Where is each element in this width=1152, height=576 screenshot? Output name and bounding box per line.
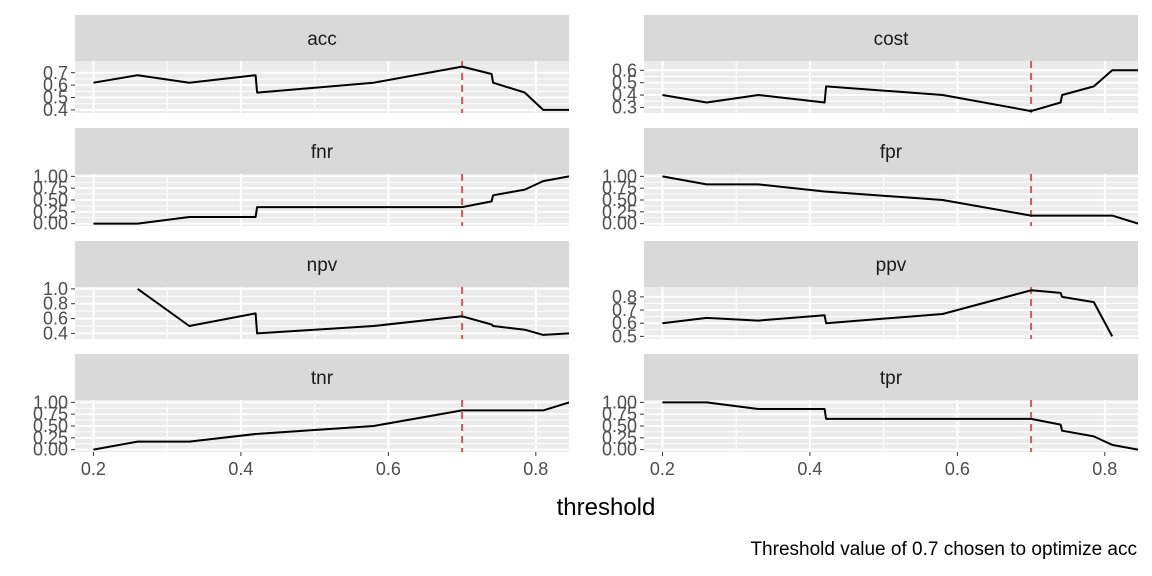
y-tick-label: 0.6 (43, 75, 68, 95)
y-tick-label: 0.3 (612, 97, 637, 117)
y-tick-label: 0.00 (602, 214, 637, 234)
y-tick-label: 0.50 (33, 190, 68, 210)
panel-background (644, 61, 1138, 113)
y-tick-label: 0.5 (612, 326, 637, 346)
series-line-tpr (662, 401, 1138, 451)
y-tick-label: 1.00 (602, 392, 637, 412)
y-tick-label: 0.00 (33, 214, 68, 234)
y-tick-label: 0.6 (612, 313, 637, 333)
y-tick-label: 0.25 (33, 202, 68, 222)
y-tick-label: 1.00 (33, 166, 68, 186)
facet-strip (75, 15, 569, 61)
chart-caption: Threshold value of 0.7 chosen to optimiz… (750, 539, 1137, 560)
series-line-fnr (93, 175, 569, 225)
y-tick-label: 0.75 (602, 404, 637, 424)
y-tick-label: 0.25 (33, 428, 68, 448)
x-axis-title: threshold (557, 494, 656, 521)
series-line-fpr (662, 175, 1138, 225)
y-tick-label: 0.7 (43, 63, 68, 83)
y-tick-label: 0.50 (602, 190, 637, 210)
series-line-ppv (662, 289, 1114, 337)
facet-ppv: ppv 0.50.60.70.8 (612, 241, 1138, 346)
y-tick-label: 0.4 (612, 85, 637, 105)
facet-tnr: tnr 0.000.250.500.751.00 0.2 0.4 0.6 0.8 (33, 354, 569, 479)
x-tick-label: 0.8 (523, 459, 548, 479)
series-line-tnr (93, 401, 569, 451)
facet-strip (644, 15, 1138, 61)
y-tick-label: 0.6 (612, 60, 637, 80)
facet-fpr: fpr 0.000.250.500.751.00 (602, 128, 1138, 234)
y-tick-label: 0.4 (43, 323, 68, 343)
series-line-npv (137, 288, 569, 336)
y-tick-label: 0.6 (43, 309, 68, 329)
facet-label-fpr: fpr (880, 142, 903, 163)
y-tick-label: 0.4 (43, 100, 68, 120)
facet-label-tnr: tnr (311, 368, 334, 389)
x-tick-label: 0.2 (81, 459, 106, 479)
facet-label-cost: cost (874, 29, 910, 50)
y-tick-label: 0.25 (602, 202, 637, 222)
panel-background (644, 287, 1138, 339)
x-tick-label: 0.6 (376, 459, 401, 479)
x-tick-label: 0.6 (945, 459, 970, 479)
facet-strip (75, 354, 569, 400)
y-tick-label: 0.75 (33, 178, 68, 198)
y-tick-label: 0.5 (43, 88, 68, 108)
y-tick-label: 1.00 (33, 392, 68, 412)
x-tick-label: 0.4 (228, 459, 253, 479)
x-tick-label: 0.4 (797, 459, 822, 479)
facet-label-acc: acc (307, 29, 337, 50)
facet-cost: cost 0.30.40.50.6 (612, 15, 1138, 117)
panel-background (75, 287, 569, 339)
facet-strip (75, 128, 569, 174)
facet-npv: npv 0.40.60.81.0 (43, 241, 569, 343)
y-tick-label: 0.50 (602, 416, 637, 436)
facet-tpr: tpr 0.000.250.500.751.00 0.2 0.4 0.6 0.8 (602, 354, 1138, 479)
facet-label-fnr: fnr (311, 142, 334, 163)
y-tick-label: 0.75 (33, 404, 68, 424)
series-line-acc (93, 65, 569, 111)
y-tick-label: 0.25 (602, 428, 637, 448)
x-tick-label: 0.8 (1092, 459, 1117, 479)
facet-strip (644, 128, 1138, 174)
facet-fnr: fnr 0.000.250.500.751.00 (33, 128, 569, 234)
facet-label-ppv: ppv (876, 255, 907, 276)
facet-acc: acc 0.40.50.60.7 (43, 15, 569, 120)
y-tick-label: 0.00 (33, 440, 68, 460)
y-tick-label: 0.8 (43, 294, 68, 314)
y-tick-label: 0.75 (602, 178, 637, 198)
facet-strip (75, 241, 569, 287)
y-tick-label: 0.5 (612, 73, 637, 93)
y-tick-label: 0.00 (602, 440, 637, 460)
series-line-cost (662, 69, 1138, 113)
y-tick-label: 1.00 (602, 166, 637, 186)
y-tick-label: 0.50 (33, 416, 68, 436)
facet-label-npv: npv (307, 255, 338, 276)
x-tick-label: 0.2 (650, 459, 675, 479)
facet-panels: acc0.40.50.60.7cost0.30.40.50.6fnr0.000.… (33, 15, 1138, 479)
facet-strip (644, 354, 1138, 400)
facet-strip (644, 241, 1138, 287)
y-tick-label: 0.8 (612, 287, 637, 307)
y-tick-label: 0.7 (612, 300, 637, 320)
facet-label-tpr: tpr (880, 368, 903, 389)
y-tick-label: 1.0 (43, 279, 68, 299)
